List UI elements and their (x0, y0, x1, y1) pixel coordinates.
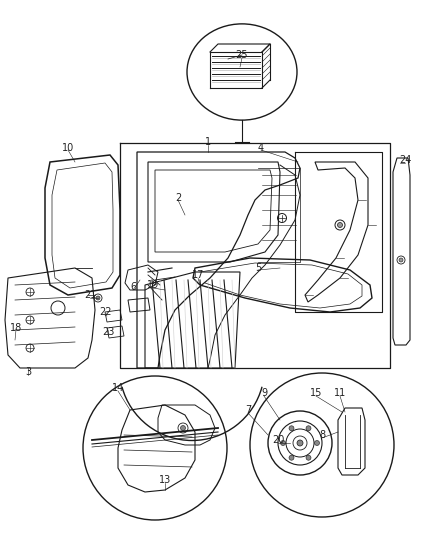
Text: 21: 21 (84, 290, 96, 300)
Text: 25: 25 (236, 50, 248, 60)
Text: 22: 22 (99, 307, 111, 317)
Circle shape (399, 258, 403, 262)
Text: 24: 24 (399, 155, 411, 165)
Text: 11: 11 (334, 388, 346, 398)
Text: 20: 20 (272, 435, 284, 445)
Text: 2: 2 (175, 193, 181, 203)
Circle shape (306, 455, 311, 460)
Circle shape (338, 222, 343, 228)
Text: 14: 14 (112, 383, 124, 393)
Text: 9: 9 (261, 388, 267, 398)
Text: 10: 10 (62, 143, 74, 153)
Text: 23: 23 (102, 327, 114, 337)
Circle shape (314, 440, 319, 446)
Text: 7: 7 (245, 405, 251, 415)
Text: 18: 18 (10, 323, 22, 333)
Text: 6: 6 (130, 282, 136, 292)
Text: 19: 19 (147, 280, 159, 290)
Circle shape (306, 426, 311, 431)
Circle shape (297, 440, 303, 446)
Text: 5: 5 (255, 263, 261, 273)
Circle shape (280, 440, 286, 446)
Text: 8: 8 (319, 430, 325, 440)
Text: 17: 17 (192, 270, 204, 280)
Circle shape (96, 296, 100, 300)
Circle shape (180, 425, 186, 431)
Circle shape (289, 426, 294, 431)
Text: 13: 13 (159, 475, 171, 485)
Text: 1: 1 (205, 137, 211, 147)
Text: 15: 15 (310, 388, 322, 398)
Text: 3: 3 (25, 367, 31, 377)
Circle shape (289, 455, 294, 460)
Text: 4: 4 (258, 143, 264, 153)
